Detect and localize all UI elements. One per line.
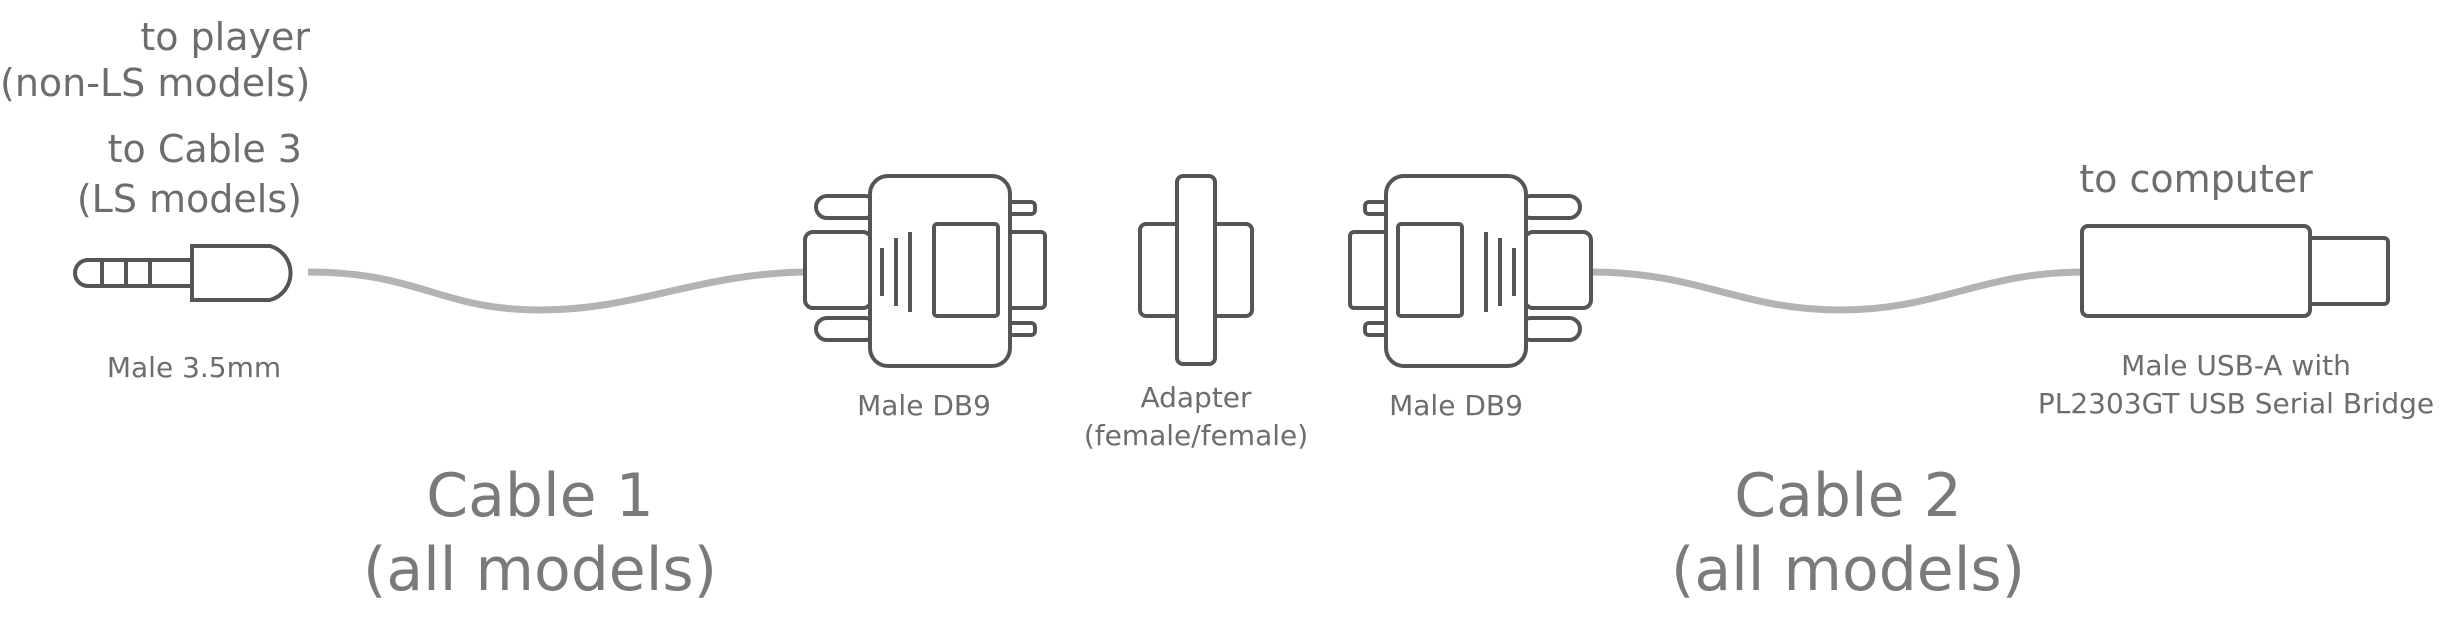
label-to-cable-3: to Cable 3 — [107, 127, 302, 171]
label-usb-line-1: Male USB-A with — [2121, 349, 2351, 382]
label-adapter-type: (female/female) — [1083, 419, 1309, 452]
cable-2-title: Cable 2 — [1734, 461, 1962, 531]
cable-1-subtitle: (all models) — [362, 535, 718, 605]
cable-1-wire — [307, 268, 813, 314]
label-adapter: Adapter — [1140, 381, 1252, 414]
usb-a-connector-icon — [2080, 224, 2390, 318]
db9-male-right-icon — [1348, 174, 1593, 368]
cable-1-title: Cable 1 — [426, 461, 654, 531]
label-male-db9-right: Male DB9 — [1389, 389, 1523, 422]
label-to-player: to player — [140, 15, 310, 59]
label-non-ls-models: (non-LS models) — [0, 61, 311, 105]
label-male-35mm: Male 3.5mm — [106, 351, 282, 384]
cable-2-wire — [1589, 268, 2086, 314]
jack-35mm-icon — [73, 244, 293, 302]
label-ls-models: (LS models) — [76, 177, 302, 221]
cable-2-subtitle: (all models) — [1670, 535, 2026, 605]
label-usb-line-2: PL2303GT USB Serial Bridge — [2037, 387, 2435, 420]
db9-adapter-icon — [1138, 174, 1254, 366]
label-to-computer: to computer — [2079, 157, 2313, 201]
db9-male-left-icon — [803, 174, 1047, 368]
label-male-db9-left: Male DB9 — [857, 389, 991, 422]
